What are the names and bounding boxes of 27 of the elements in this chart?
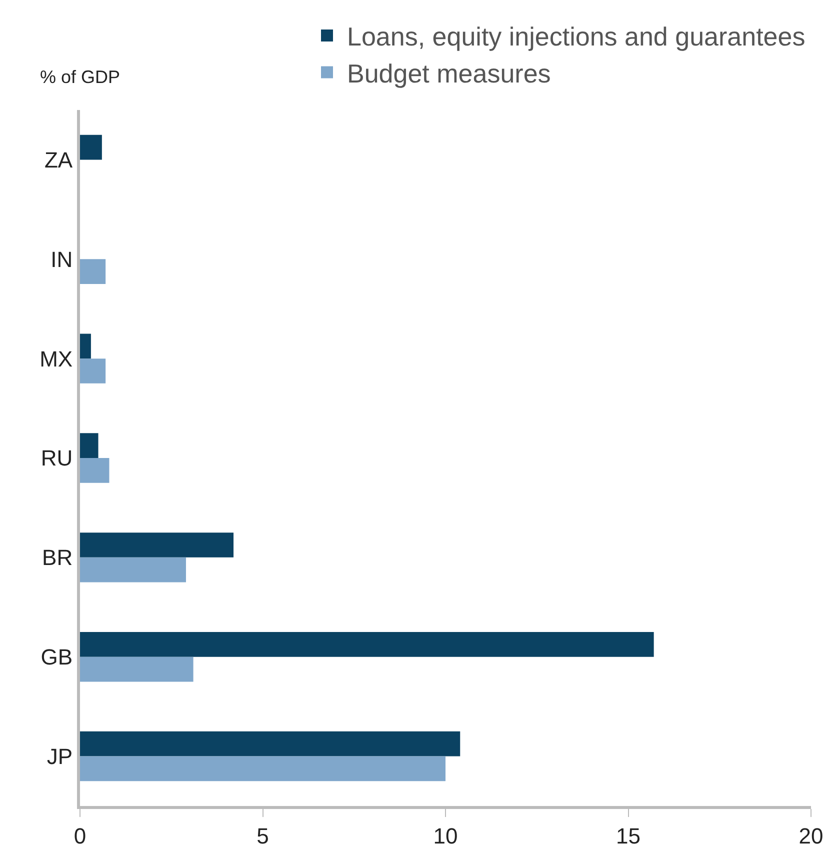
bar — [80, 756, 446, 782]
bar — [80, 358, 106, 384]
y-tick-label: ZA — [44, 147, 73, 172]
x-tick-label: 5 — [256, 823, 269, 848]
bar — [80, 532, 234, 558]
x-tick-label: 0 — [74, 823, 86, 848]
y-axis-title: % of GDP — [40, 67, 120, 87]
legend-label: Budget measures — [347, 58, 551, 88]
bar — [80, 656, 194, 682]
y-tick-label: BR — [42, 545, 73, 570]
bar — [80, 632, 654, 657]
y-tick-label: MX — [40, 346, 73, 372]
y-tick-label: IN — [50, 246, 73, 272]
y-tick-label: JP — [46, 744, 73, 769]
bar — [80, 334, 91, 359]
legend-label: Loans, equity injections and guarantees — [347, 22, 806, 52]
y-tick-label: GB — [40, 644, 73, 670]
bar — [80, 731, 460, 756]
x-tick-label: 15 — [616, 823, 640, 848]
y-tick-label: RU — [40, 446, 73, 471]
bar — [80, 259, 106, 284]
x-tick-label: 10 — [433, 823, 458, 848]
bar — [80, 458, 110, 483]
bar — [80, 433, 98, 458]
bar — [80, 134, 102, 160]
bar — [80, 557, 186, 582]
x-tick-label: 20 — [798, 823, 824, 848]
